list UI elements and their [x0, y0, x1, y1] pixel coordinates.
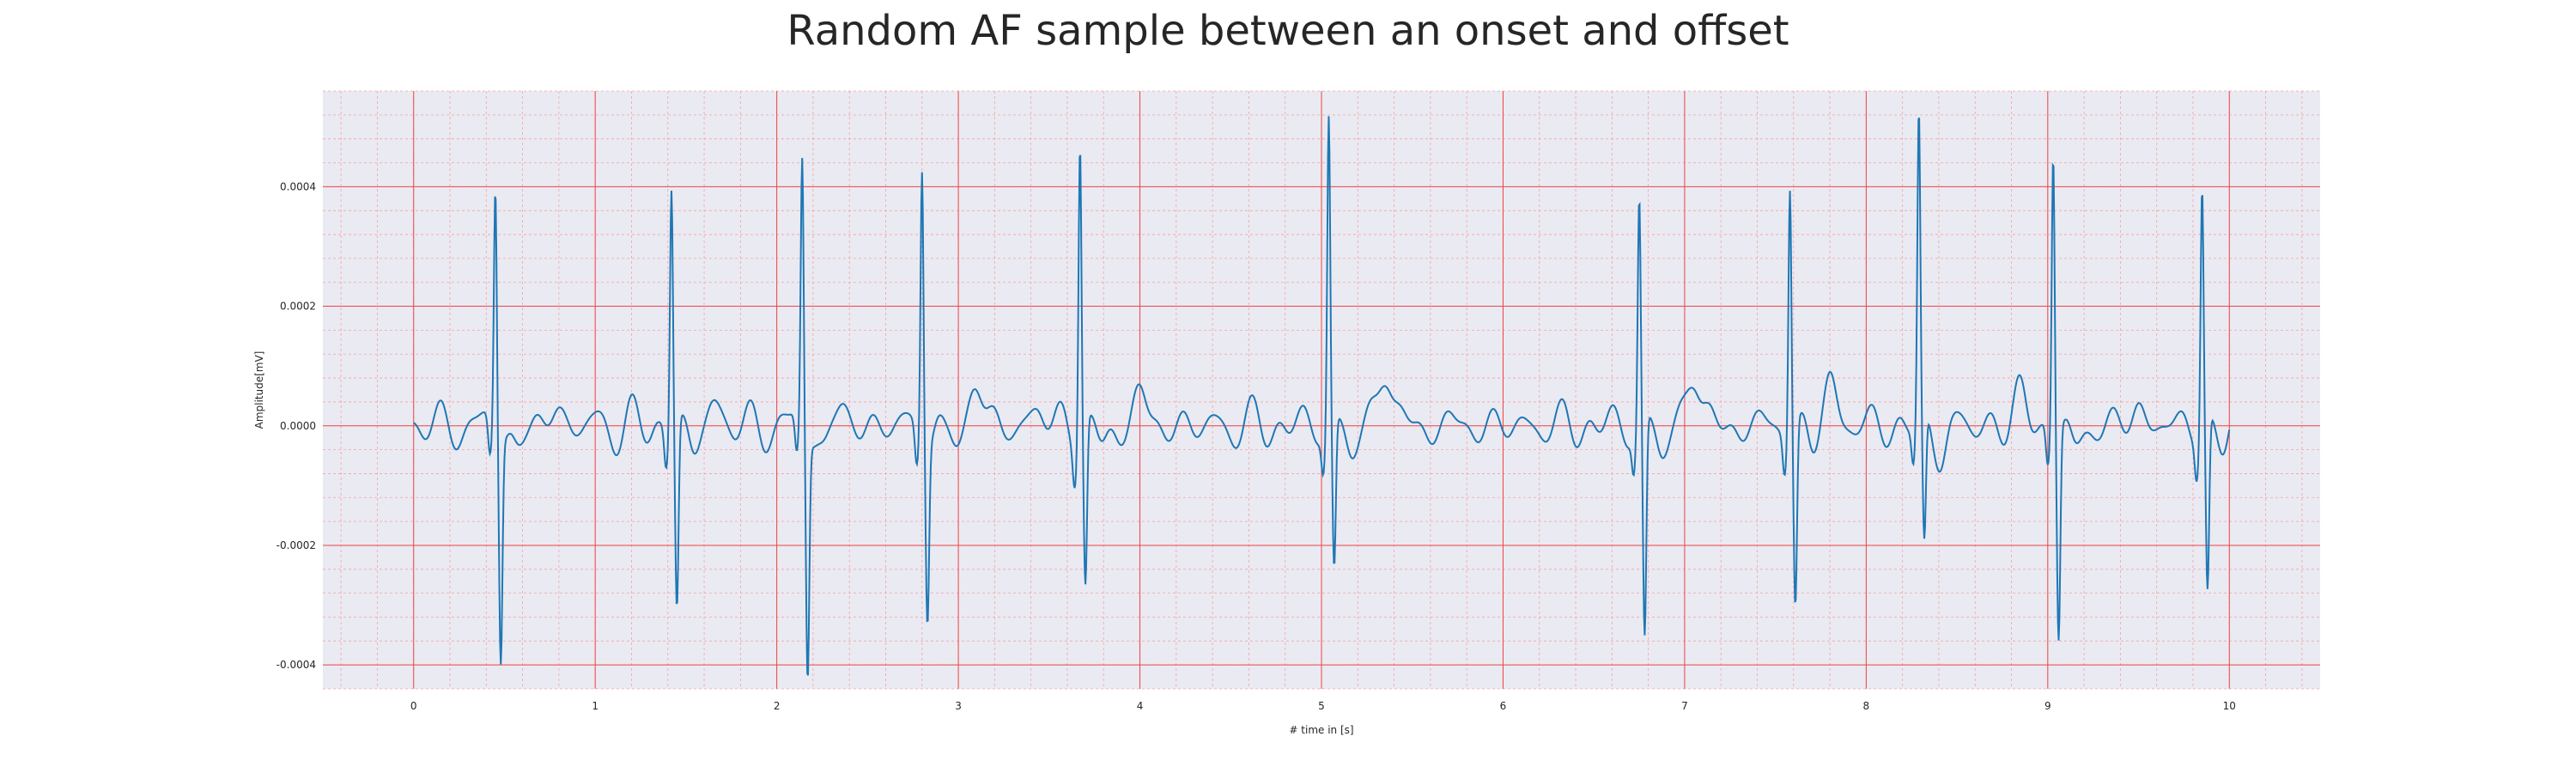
x-tick-label: 8	[1863, 700, 1870, 712]
af-signal-line	[413, 116, 2231, 676]
chart-title: Random AF sample between an onset and of…	[787, 7, 1789, 55]
x-axis-label: # time in [s]	[1289, 724, 1353, 736]
x-tick-label: 3	[955, 700, 962, 712]
x-axis-ticks: 0 1 2 3 4 5 6 7 8 9 10	[410, 700, 2236, 712]
x-tick-label: 0	[410, 700, 417, 712]
y-tick-label: -0.0002	[276, 539, 316, 551]
x-tick-label: 1	[592, 700, 598, 712]
x-tick-label: 2	[774, 700, 781, 712]
x-tick-label: 7	[1681, 700, 1688, 712]
y-tick-label: 0.0000	[280, 420, 316, 432]
y-tick-label: -0.0004	[276, 659, 316, 671]
major-grid	[323, 91, 2320, 689]
y-axis-ticks: -0.0004 -0.0002 0.0000 0.0002 0.0004	[276, 180, 316, 671]
y-tick-label: 0.0002	[280, 301, 316, 313]
x-tick-label: 4	[1137, 700, 1144, 712]
x-tick-label: 9	[2044, 700, 2051, 712]
series-layer	[413, 116, 2231, 676]
x-tick-label: 6	[1500, 700, 1507, 712]
y-tick-label: 0.0004	[280, 180, 316, 192]
x-tick-label: 10	[2223, 700, 2236, 712]
y-axis-label: Amplitude[mV]	[253, 351, 265, 429]
x-tick-label: 5	[1318, 700, 1325, 712]
